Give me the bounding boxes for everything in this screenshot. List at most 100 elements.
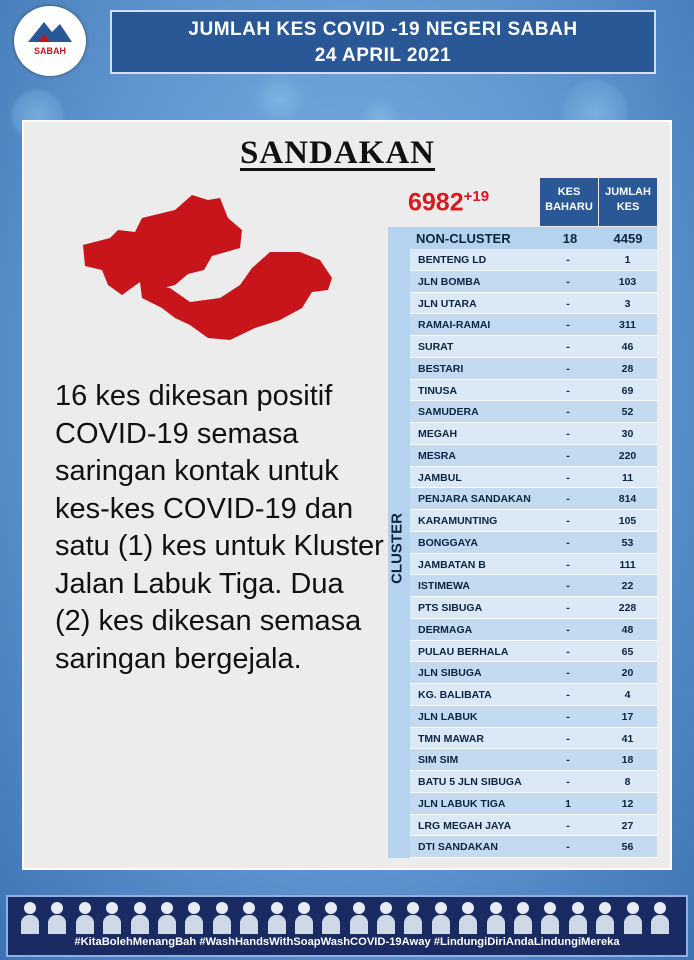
table-row: SIM SIM - 18 — [410, 749, 657, 771]
cluster-name: ISTIMEWA — [418, 580, 470, 593]
cluster-new-cases: - — [566, 623, 570, 636]
cluster-new-cases: - — [566, 536, 570, 549]
cluster-total-cases: 18 — [621, 754, 634, 767]
frontliner-icon — [102, 900, 122, 934]
frontliner-icon — [130, 900, 150, 934]
frontliner-icon — [20, 900, 40, 934]
cluster-total-cases: 30 — [621, 428, 634, 440]
non-cluster-total: 4459 — [613, 231, 643, 246]
cluster-new-cases: - — [566, 384, 570, 397]
table-row: TINUSA - 69 — [410, 379, 657, 402]
table-row: SAMUDERA - 52 — [410, 401, 657, 423]
cluster-total-cases: 228 — [618, 602, 637, 614]
table-row: MEGAH - 30 — [410, 423, 657, 445]
cluster-name: PULAU BERHALA — [418, 645, 509, 658]
cluster-name: BENTENG LD — [418, 254, 487, 266]
cluster-name: BATU 5 JLN SIBUGA — [418, 776, 522, 788]
cluster-total-cases: 69 — [621, 384, 634, 397]
cluster-table: BENTENG LD - 1 JLN BOMBA - 103 JLN UTARA - 3 RAMA… — [410, 249, 657, 858]
frontliner-icon — [47, 900, 67, 934]
cluster-name: TINUSA — [418, 384, 458, 397]
cluster-new-cases: - — [566, 580, 570, 593]
frontliner-icon — [623, 900, 643, 934]
frontliner-icon — [349, 900, 369, 934]
cluster-name: RAMAI-RAMAI — [418, 319, 491, 332]
table-row: BONGGAYA - 53 — [410, 531, 657, 554]
cluster-name: JLN BOMBA — [418, 275, 481, 288]
sabah-logo: SABAH — [14, 6, 86, 76]
cluster-total-cases: 8 — [624, 776, 631, 788]
cluster-total-cases: 48 — [621, 623, 634, 636]
logo-text: SABAH — [33, 46, 66, 56]
table-row: JAMBATAN B - 111 — [410, 553, 657, 576]
cluster-total-cases: 4 — [624, 689, 631, 701]
table-row: KARAMUNTING - 105 — [410, 510, 657, 532]
cluster-total-cases: 12 — [621, 797, 634, 810]
table-row: JLN BOMBA - 103 — [410, 270, 657, 293]
table-row: LRG MEGAH JAYA - 27 — [410, 814, 657, 837]
cluster-total-cases: 28 — [621, 362, 634, 375]
cluster-name: JLN SIBUGA — [418, 667, 482, 680]
frontliner-icon — [184, 900, 204, 934]
cluster-name: JAMBUL — [418, 471, 462, 484]
header-date: 24 APRIL 2021 — [314, 45, 452, 66]
case-description: 16 kes dikesan positif COVID-19 semasa s… — [55, 380, 384, 675]
cluster-new-cases: - — [566, 341, 570, 353]
cluster-name: SAMUDERA — [418, 406, 479, 419]
cluster-new-cases: - — [566, 449, 570, 462]
cluster-total-cases: 46 — [621, 341, 634, 353]
cluster-total-cases: 52 — [621, 406, 634, 419]
cluster-name: KARAMUNTING — [418, 515, 498, 527]
table-row: ISTIMEWA - 22 — [410, 575, 657, 597]
cluster-total-cases: 27 — [621, 819, 634, 832]
table-row: JAMBUL - 11 — [410, 466, 657, 489]
cluster-new-cases: - — [566, 428, 570, 440]
page-header: JUMLAH KES COVID -19 NEGERI SABAH 24 APR… — [110, 10, 656, 74]
cluster-total-cases: 311 — [619, 319, 636, 332]
cluster-total-cases: 17 — [621, 710, 634, 723]
cluster-total-cases: 105 — [618, 515, 637, 527]
cluster-name: MESRA — [418, 449, 456, 462]
cluster-name: PENJARA SANDAKAN — [418, 493, 531, 506]
table-row: JLN UTARA - 3 — [410, 292, 657, 315]
non-cluster-new: 18 — [562, 231, 578, 246]
cluster-name: JAMBATAN B — [418, 558, 486, 571]
cluster-total-cases: 814 — [618, 493, 637, 506]
frontliner-icon — [321, 900, 341, 934]
cluster-label: CLUSTER — [388, 513, 406, 584]
table-row: KG. BALIBATA - 4 — [410, 684, 657, 706]
cluster-name: BONGGAYA — [418, 536, 478, 549]
cluster-total-cases: 53 — [621, 536, 634, 549]
cluster-new-cases: - — [566, 362, 570, 375]
cluster-new-cases: - — [566, 645, 570, 658]
frontliner-icon — [75, 900, 95, 934]
cluster-name: BESTARI — [418, 362, 464, 375]
col-header-new: KES BAHARU — [540, 178, 598, 226]
cluster-new-cases: - — [566, 754, 570, 767]
cluster-total-cases: 56 — [621, 841, 634, 854]
cluster-name: TMN MAWAR — [418, 732, 484, 745]
cluster-name: DTI SANDAKAN — [418, 841, 498, 854]
cluster-new-cases: 1 — [565, 797, 571, 810]
frontliner-icon — [239, 900, 259, 934]
frontliner-icon — [376, 900, 396, 934]
header-title: JUMLAH KES COVID -19 NEGERI SABAH — [188, 19, 578, 40]
total-cases-value: 6982 — [408, 188, 464, 217]
table-row: PENJARA SANDAKAN - 814 — [410, 488, 657, 510]
cluster-total-cases: 3 — [624, 297, 631, 310]
cluster-total-cases: 22 — [621, 580, 634, 593]
frontliner-figures — [20, 900, 670, 934]
cluster-name: SURAT — [418, 341, 454, 353]
cluster-new-cases: - — [566, 558, 570, 571]
frontliner-icon — [212, 900, 232, 934]
table-row: MESRA - 220 — [410, 444, 657, 467]
cluster-total-cases: 41 — [621, 732, 634, 745]
frontliner-icon — [403, 900, 423, 934]
cluster-new-cases: - — [566, 710, 570, 723]
frontliner-icon — [157, 900, 177, 934]
table-row: BESTARI - 28 — [410, 357, 657, 380]
cluster-new-cases: - — [566, 841, 570, 854]
cluster-name: LRG MEGAH JAYA — [418, 819, 512, 832]
frontliner-icon — [486, 900, 506, 934]
table-row: TMN MAWAR - 41 — [410, 727, 657, 750]
